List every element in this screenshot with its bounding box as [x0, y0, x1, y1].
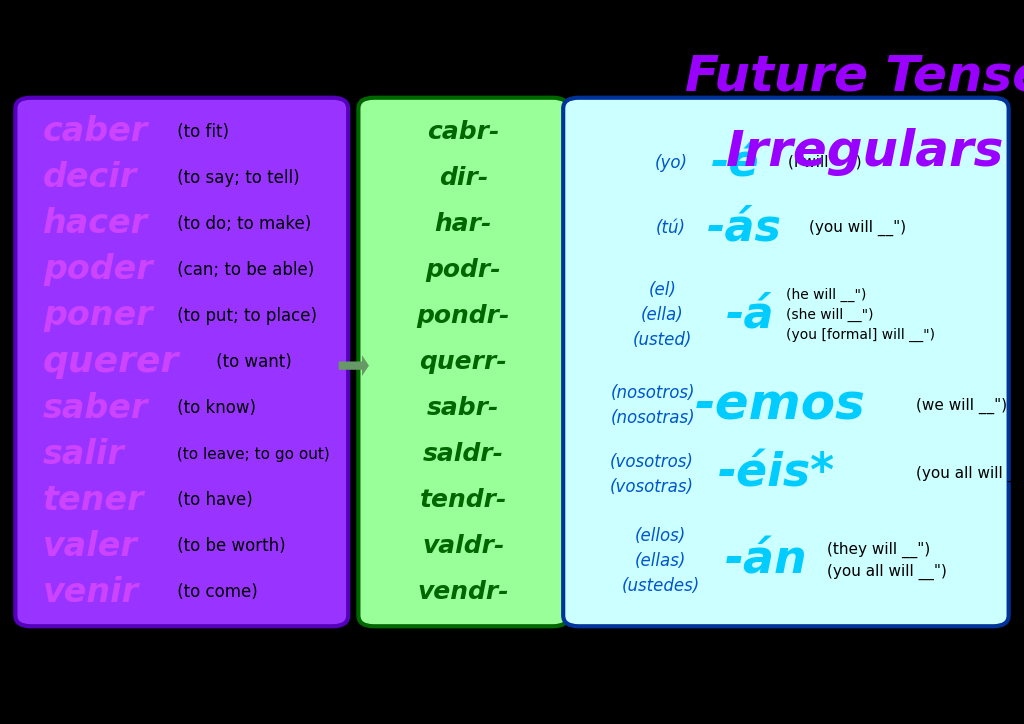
Text: -emos: -emos	[695, 382, 865, 429]
Text: dir-: dir-	[438, 166, 488, 190]
Text: -éis*: -éis*	[718, 452, 835, 497]
Text: har-: har-	[434, 212, 493, 236]
Text: saldr-: saldr-	[423, 442, 504, 466]
Text: -ás: -ás	[707, 206, 782, 250]
Text: decir: decir	[43, 161, 137, 194]
Text: (ellos)
(ellas)
(ustedes): (ellos) (ellas) (ustedes)	[622, 527, 699, 595]
Text: (tú): (tú)	[655, 219, 686, 237]
Text: (to be worth): (to be worth)	[172, 537, 286, 555]
Text: vendr-: vendr-	[418, 581, 509, 605]
Text: sabr-: sabr-	[427, 396, 500, 420]
Text: Irregulars: Irregulars	[726, 128, 1005, 176]
Text: (we will __"): (we will __")	[916, 397, 1008, 413]
Text: (you will __"): (you will __")	[809, 220, 906, 236]
Text: (to fit): (to fit)	[172, 122, 229, 140]
Text: (to have): (to have)	[172, 491, 253, 509]
Text: tendr-: tendr-	[420, 488, 507, 512]
Text: (you all will __"): (you all will __")	[916, 466, 1024, 482]
Text: (nosotros)
(nosotras): (nosotros) (nosotras)	[611, 384, 695, 427]
Text: valdr-: valdr-	[422, 534, 505, 558]
Text: salir: salir	[43, 437, 125, 471]
Text: (I will __"): (I will __")	[788, 155, 862, 171]
Text: querr-: querr-	[420, 350, 507, 374]
Text: (to come): (to come)	[172, 584, 258, 602]
Text: (to want): (to want)	[211, 353, 292, 371]
Text: cabr-: cabr-	[427, 119, 500, 143]
Text: (to do; to make): (to do; to make)	[172, 215, 311, 233]
Text: caber: caber	[43, 115, 148, 148]
FancyBboxPatch shape	[358, 98, 568, 626]
Text: (vosotros)
(vosotras): (vosotros) (vosotras)	[609, 452, 693, 496]
Text: -á: -á	[726, 293, 775, 337]
Text: -án: -án	[725, 539, 807, 584]
Text: venir: venir	[43, 576, 139, 609]
Text: (el)
(ella)
(usted): (el) (ella) (usted)	[633, 281, 692, 349]
Text: (they will __")
(you all will __"): (they will __") (you all will __")	[827, 542, 947, 581]
Text: -é: -é	[711, 141, 760, 185]
Text: (to know): (to know)	[172, 399, 256, 417]
Text: valer: valer	[43, 530, 138, 563]
Text: (to leave; to go out): (to leave; to go out)	[172, 447, 330, 462]
Text: (to put; to place): (to put; to place)	[172, 307, 317, 325]
Text: tener: tener	[43, 484, 144, 517]
Text: poner: poner	[43, 300, 153, 332]
Text: (yo): (yo)	[654, 154, 687, 172]
FancyBboxPatch shape	[15, 98, 348, 626]
Text: hacer: hacer	[43, 207, 148, 240]
Text: querer: querer	[43, 345, 179, 379]
Text: (can; to be able): (can; to be able)	[172, 261, 314, 279]
Text: saber: saber	[43, 392, 148, 424]
Text: (to say; to tell): (to say; to tell)	[172, 169, 300, 187]
Text: podr-: podr-	[426, 258, 501, 282]
FancyBboxPatch shape	[563, 98, 1009, 626]
Text: pondr-: pondr-	[417, 304, 510, 328]
Text: Future Tense: Future Tense	[685, 52, 1024, 100]
Text: (he will __")
(she will __")
(you [formal] will __"): (he will __") (she will __") (you [forma…	[786, 288, 936, 342]
Text: poder: poder	[43, 253, 153, 287]
